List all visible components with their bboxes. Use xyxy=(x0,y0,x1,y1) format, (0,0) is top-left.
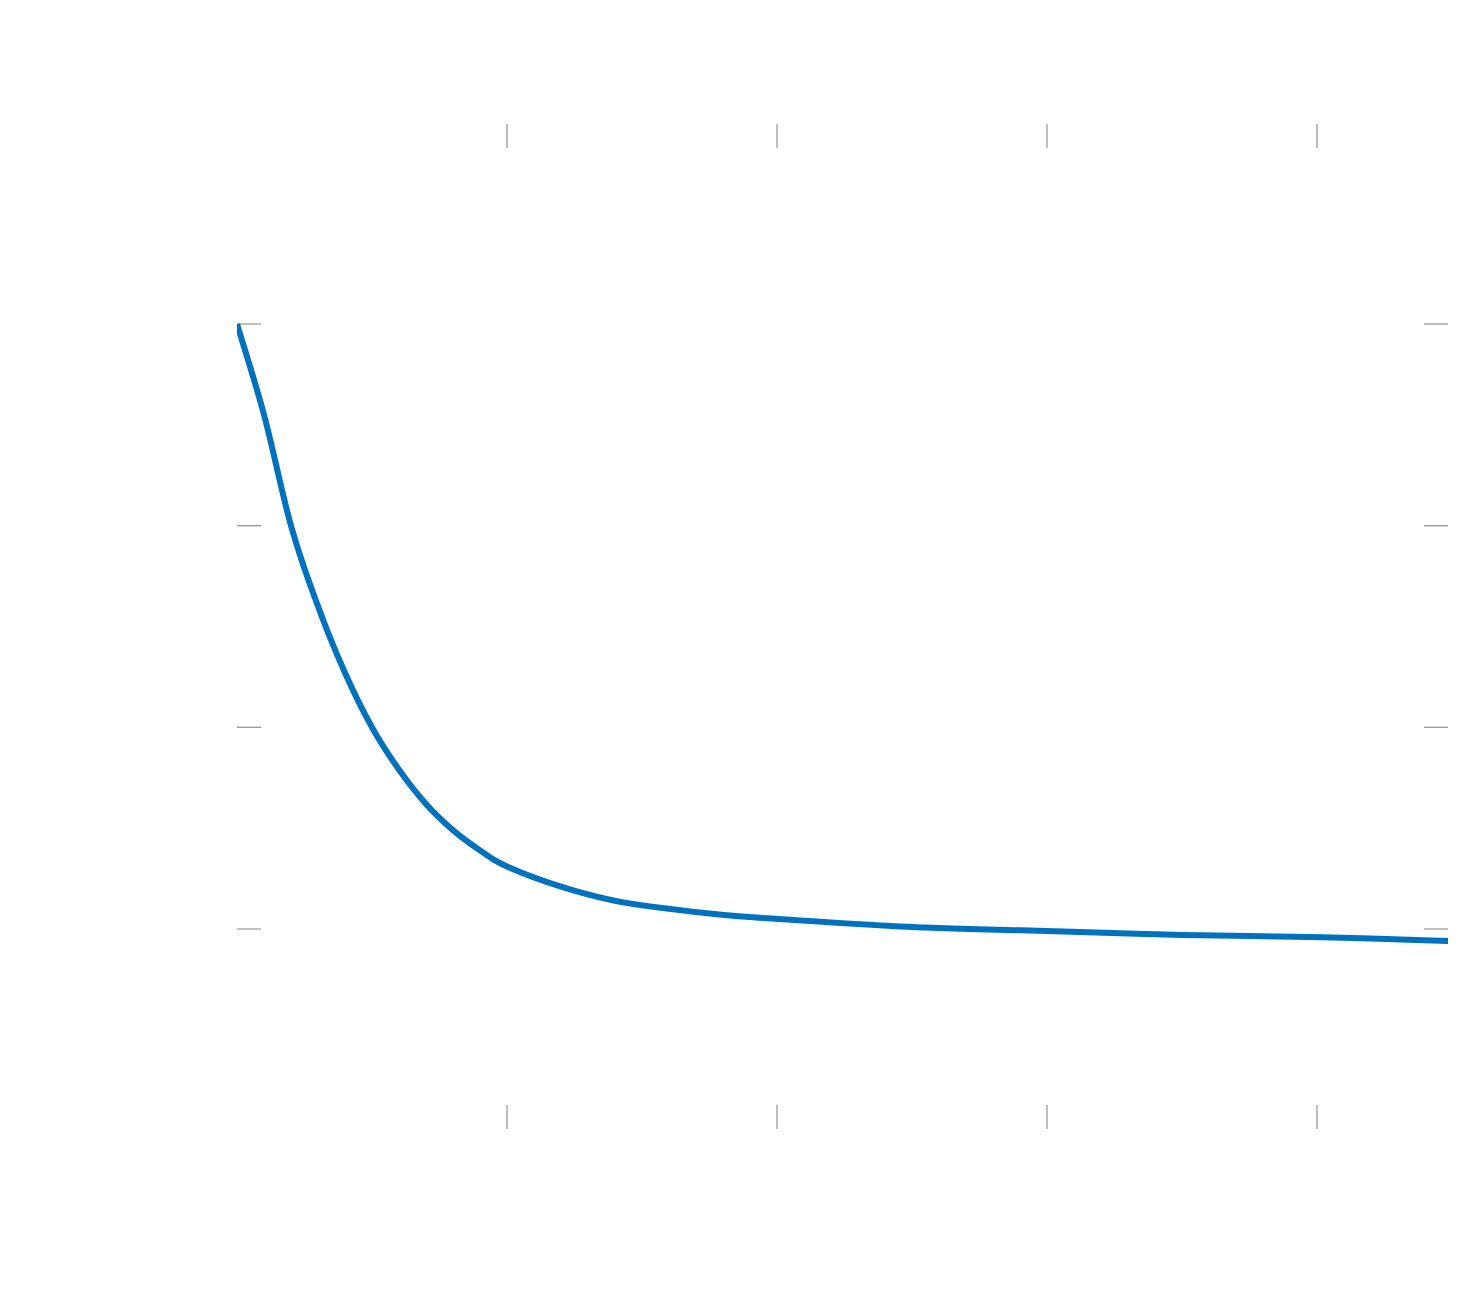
axis-ticks xyxy=(237,124,1448,1129)
series-line xyxy=(237,323,1448,944)
series-layer xyxy=(237,323,1448,944)
